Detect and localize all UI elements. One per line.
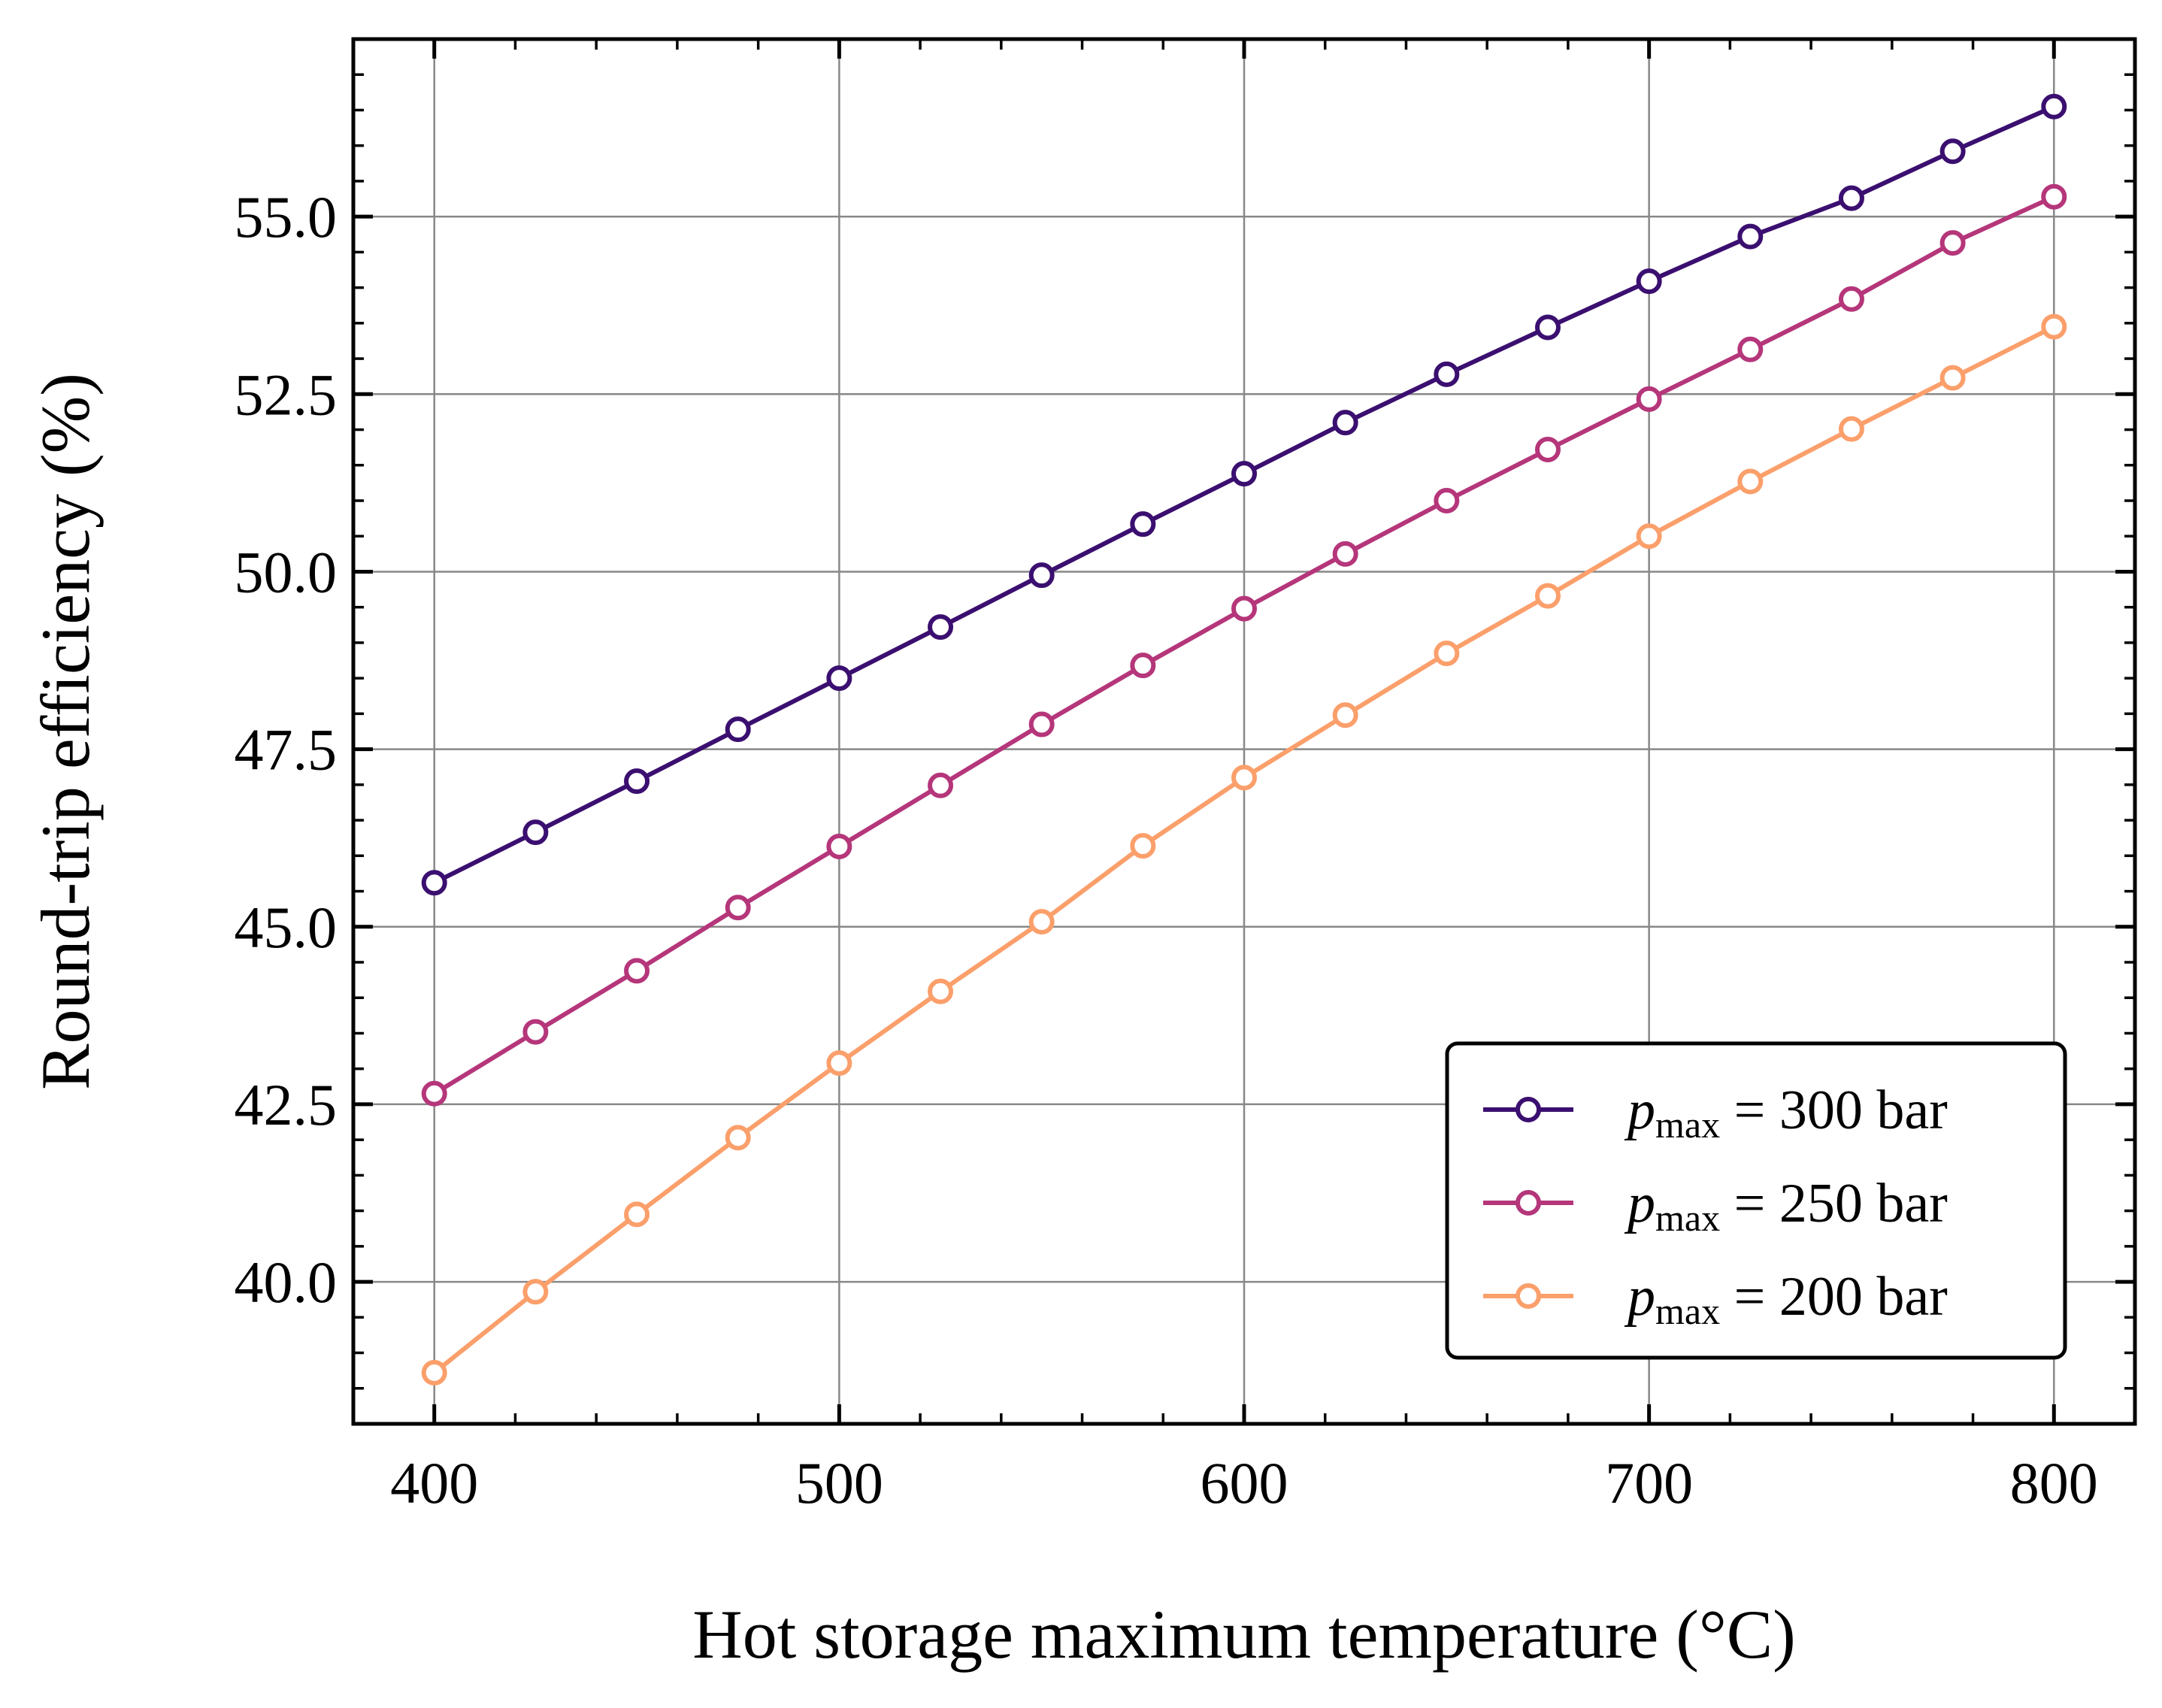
data-point	[1838, 286, 1864, 312]
data-point	[826, 665, 852, 692]
data-point	[1028, 711, 1055, 737]
legend-label: pmax = 200 bar	[1624, 1266, 1948, 1332]
data-point	[1737, 336, 1764, 362]
y-tick-label: 47.5	[235, 717, 338, 783]
data-point	[522, 819, 549, 846]
data-point	[1636, 268, 1662, 295]
data-point	[624, 958, 650, 984]
legend-label: pmax = 300 bar	[1624, 1080, 1948, 1146]
data-point	[1737, 223, 1764, 250]
data-point	[624, 768, 650, 795]
x-axis-label: Hot storage maximum temperature (°C)	[692, 1596, 1795, 1673]
legend-marker	[1516, 1190, 1541, 1216]
x-tick-label: 500	[795, 1450, 883, 1516]
tick-labels: 400 500 600 700 800 40.0 42.5 45.0 47.5 50.0 52.5 5…	[235, 184, 2098, 1516]
data-point	[2041, 313, 2067, 340]
x-tick-label: 700	[1605, 1450, 1693, 1516]
data-point	[1939, 230, 1966, 256]
legend-marker	[1516, 1097, 1541, 1122]
data-point	[1028, 909, 1055, 935]
data-point	[1231, 595, 1257, 622]
y-axis-label: Round-trip efficiency (%)	[27, 373, 104, 1090]
data-point	[1332, 410, 1358, 436]
data-point	[522, 1019, 549, 1045]
data-point	[2041, 93, 2067, 120]
data-point	[928, 978, 954, 1004]
data-point	[522, 1279, 549, 1305]
data-point	[1534, 583, 1561, 609]
data-point	[624, 1201, 650, 1228]
y-tick-label: 45.0	[235, 895, 338, 960]
y-tick-label: 55.0	[235, 184, 338, 250]
data-point	[1534, 436, 1561, 462]
x-tick-label: 400	[390, 1450, 478, 1516]
x-tick-label: 800	[2010, 1450, 2098, 1516]
data-point	[1636, 523, 1662, 550]
data-point	[1130, 833, 1156, 859]
data-point	[1534, 314, 1561, 341]
data-point	[928, 614, 954, 640]
data-point	[1939, 365, 1966, 391]
plot-frame	[351, 37, 2137, 1426]
legend: pmax = 300 bar pmax = 250 bar pmax = 200 b…	[1445, 1041, 2067, 1360]
data-point	[1332, 702, 1358, 728]
data-point	[826, 1050, 852, 1077]
data-point	[1636, 386, 1662, 412]
data-point	[1434, 640, 1460, 667]
data-point	[1838, 185, 1864, 211]
y-tick-label: 42.5	[235, 1072, 338, 1137]
data-point	[1737, 468, 1764, 495]
data-point	[725, 716, 751, 743]
legend-label: pmax = 250 bar	[1624, 1173, 1948, 1239]
data-point	[1434, 488, 1460, 513]
y-tick-label: 52.5	[235, 362, 338, 427]
data-point	[421, 1359, 447, 1385]
data-point	[1434, 361, 1460, 387]
data-point	[1939, 138, 1966, 165]
data-point	[826, 834, 852, 860]
data-point	[1130, 511, 1156, 538]
series-lines	[421, 93, 2067, 1385]
data-point	[421, 870, 447, 896]
data-point	[725, 1125, 751, 1151]
data-point	[1332, 541, 1358, 567]
data-point	[1838, 416, 1864, 442]
data-point	[928, 772, 954, 798]
data-point	[1231, 461, 1257, 487]
y-tick-label: 40.0	[235, 1249, 338, 1315]
y-tick-label: 50.0	[235, 539, 338, 604]
data-point	[1231, 765, 1257, 791]
data-point	[2041, 183, 2067, 210]
data-point	[725, 895, 751, 921]
grid-lines	[353, 39, 2135, 1424]
legend-box	[1445, 1041, 2067, 1360]
data-point	[421, 1080, 447, 1107]
x-tick-label: 600	[1201, 1450, 1288, 1516]
legend-marker	[1516, 1283, 1541, 1309]
data-point	[1130, 653, 1156, 679]
data-point	[1028, 562, 1055, 589]
